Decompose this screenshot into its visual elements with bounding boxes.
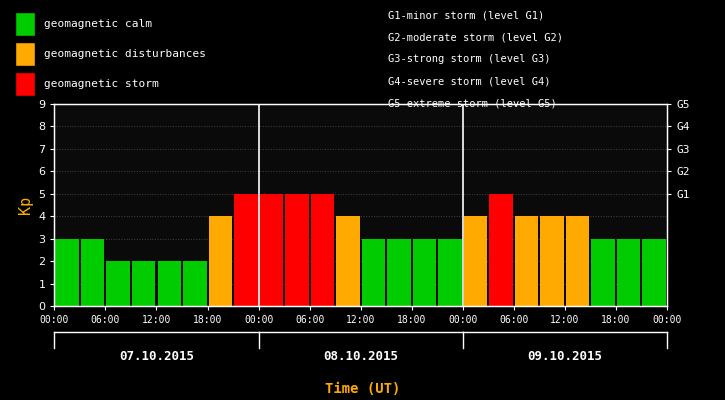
Bar xyxy=(209,216,232,306)
Text: G2-moderate storm (level G2): G2-moderate storm (level G2) xyxy=(388,32,563,42)
Bar xyxy=(387,239,411,306)
Bar xyxy=(132,261,155,306)
Text: 08.10.2015: 08.10.2015 xyxy=(323,350,398,363)
Text: geomagnetic storm: geomagnetic storm xyxy=(44,79,158,89)
Bar xyxy=(566,216,589,306)
Bar xyxy=(464,216,487,306)
Bar xyxy=(617,239,640,306)
Bar xyxy=(413,239,436,306)
Text: 07.10.2015: 07.10.2015 xyxy=(119,350,194,363)
Bar xyxy=(310,194,334,306)
Text: G3-strong storm (level G3): G3-strong storm (level G3) xyxy=(388,54,550,64)
Text: G1-minor storm (level G1): G1-minor storm (level G1) xyxy=(388,10,544,20)
Bar xyxy=(55,239,79,306)
Bar xyxy=(362,239,385,306)
Bar xyxy=(439,239,462,306)
Bar xyxy=(540,216,564,306)
Bar xyxy=(285,194,309,306)
Text: geomagnetic calm: geomagnetic calm xyxy=(44,19,152,29)
Bar xyxy=(81,239,104,306)
Bar xyxy=(336,216,360,306)
Text: 09.10.2015: 09.10.2015 xyxy=(527,350,602,363)
Bar xyxy=(260,194,283,306)
Bar xyxy=(234,194,257,306)
Text: geomagnetic disturbances: geomagnetic disturbances xyxy=(44,49,205,59)
Bar xyxy=(592,239,615,306)
Text: G5-extreme storm (level G5): G5-extreme storm (level G5) xyxy=(388,98,557,108)
Bar xyxy=(642,239,666,306)
Bar xyxy=(183,261,207,306)
Bar xyxy=(107,261,130,306)
Y-axis label: Kp: Kp xyxy=(17,196,33,214)
Bar xyxy=(515,216,539,306)
Bar xyxy=(489,194,513,306)
Bar xyxy=(157,261,181,306)
Text: Time (UT): Time (UT) xyxy=(325,382,400,396)
Text: G4-severe storm (level G4): G4-severe storm (level G4) xyxy=(388,76,550,86)
